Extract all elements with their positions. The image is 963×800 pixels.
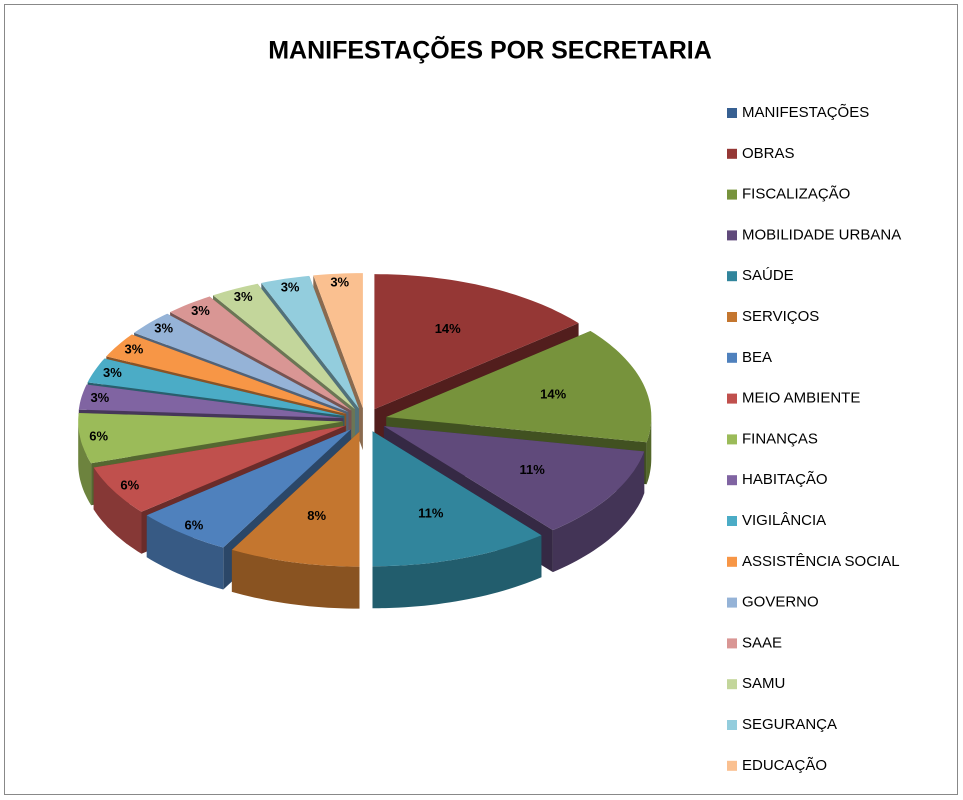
data-label: 3%	[234, 289, 253, 304]
legend-swatch	[727, 475, 737, 486]
data-label: 14%	[435, 321, 461, 336]
slice-top	[146, 429, 351, 548]
slice: 11%	[372, 431, 542, 609]
legend-swatch	[727, 434, 737, 445]
legend-label: EDUCAÇÃO	[742, 757, 827, 774]
legend-label: GOVERNO	[742, 594, 819, 611]
legend-label: ASSISTÊNCIA SOCIAL	[742, 553, 900, 570]
legend-swatch	[727, 720, 737, 730]
data-label: 6%	[89, 429, 108, 444]
legend-label: BEA	[742, 349, 772, 366]
slice-top	[383, 426, 645, 531]
legend-swatch	[727, 271, 737, 282]
data-label: 8%	[307, 508, 326, 523]
slice-top	[372, 431, 542, 567]
slice-top	[78, 413, 344, 464]
slice-top	[261, 275, 359, 409]
slice-top	[313, 273, 363, 409]
legend-swatch	[727, 760, 737, 771]
legend-label: SAMU	[742, 675, 785, 692]
slice-side	[552, 451, 645, 573]
legend-label: FISCALIZAÇÃO	[742, 186, 850, 203]
data-label: 11%	[520, 462, 546, 477]
legend-swatch	[727, 556, 737, 567]
chart-title: MANIFESTAÇÕES POR SECRETARIA	[268, 35, 712, 65]
slice-top	[170, 296, 352, 411]
data-label: 3%	[125, 341, 144, 356]
slice-side	[146, 515, 224, 590]
legend-label: SAÚDE	[742, 267, 794, 284]
slice-side	[646, 417, 652, 485]
legend-label: MANIFESTAÇÕES	[742, 104, 869, 121]
slice: 8%	[231, 431, 360, 609]
legend-label: FINANÇAS	[742, 430, 818, 447]
legend-label: SAAE	[742, 634, 782, 651]
legend-swatch	[727, 189, 737, 200]
legend-swatch	[727, 679, 737, 690]
legend-swatch	[727, 597, 737, 608]
legend-swatch	[727, 230, 737, 241]
data-label: 14%	[540, 387, 566, 402]
data-label: 3%	[90, 390, 109, 405]
data-label: 3%	[154, 320, 173, 335]
data-label: 3%	[191, 303, 210, 318]
slice-side	[231, 549, 360, 609]
legend-label: MEIO AMBIENTE	[742, 390, 860, 407]
data-label: 11%	[418, 505, 444, 520]
slice-top	[386, 331, 652, 443]
legend-label: HABITAÇÃO	[742, 471, 828, 488]
legend-swatch	[727, 393, 737, 404]
data-label: 3%	[281, 279, 300, 294]
legend-swatch	[727, 312, 737, 322]
legend-swatch	[727, 148, 737, 159]
slice-top	[78, 384, 344, 419]
slice-side	[93, 467, 142, 554]
slice-top	[231, 431, 360, 567]
slice-top	[374, 274, 579, 410]
slice-top	[87, 358, 345, 416]
legend-swatch	[727, 516, 737, 526]
data-label: 6%	[120, 478, 139, 493]
slice-side	[372, 535, 542, 609]
data-label: 6%	[184, 517, 203, 532]
data-label: 3%	[330, 274, 349, 289]
legend-label: VIGILÂNCIA	[742, 512, 826, 529]
legend-label: OBRAS	[742, 145, 795, 162]
legend-swatch	[727, 352, 737, 363]
legend-swatch	[727, 638, 737, 649]
legend-label: SEGURANÇA	[742, 716, 837, 733]
legend-label: MOBILIDADE URBANA	[742, 226, 901, 243]
slice-top	[93, 425, 346, 512]
legend-swatch	[727, 108, 737, 118]
data-label: 3%	[103, 365, 122, 380]
legend-label: SERVIÇOS	[742, 308, 819, 325]
slice-top	[106, 334, 347, 414]
slice-top	[134, 313, 349, 413]
slice-top	[213, 283, 355, 410]
